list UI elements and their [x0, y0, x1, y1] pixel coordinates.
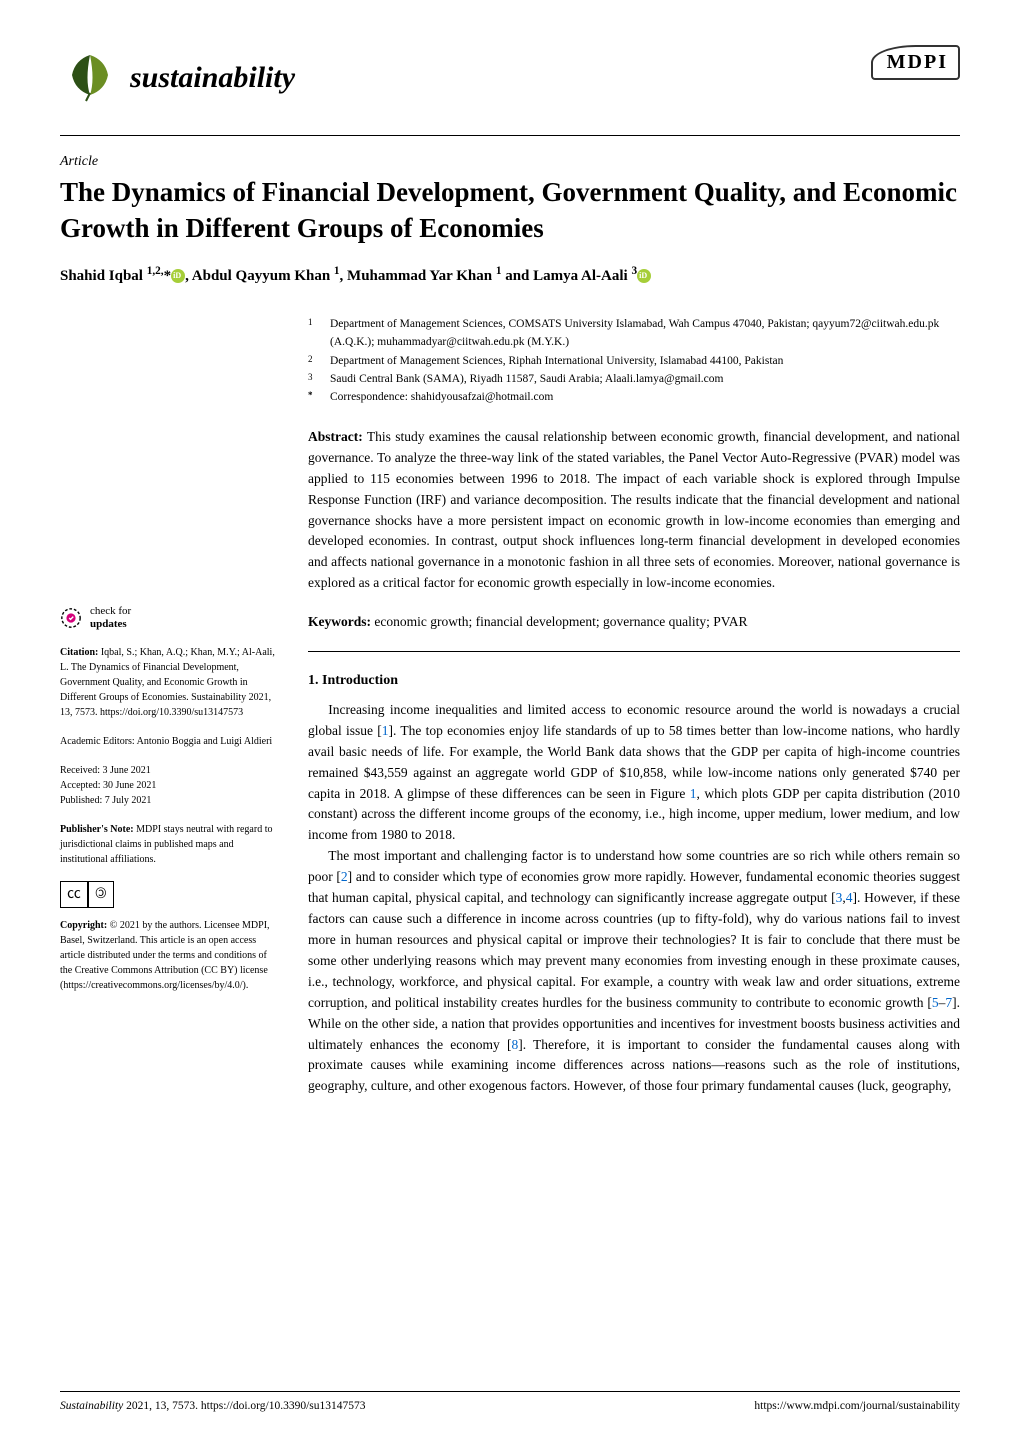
main-content: 1 Department of Management Sciences, COMS… [308, 315, 960, 1097]
check-updates-icon [60, 607, 82, 629]
author-sep: , Abdul Qayyum Khan 1, Muhammad Yar Khan… [185, 268, 637, 284]
affil-2-text: Department of Management Sciences, Ripha… [330, 352, 783, 370]
abstract: Abstract: This study examines the causal… [308, 427, 960, 594]
copyright-label: Copyright: [60, 920, 107, 931]
abstract-text: This study examines the causal relations… [308, 429, 960, 590]
section-1-title: 1. Introduction [308, 670, 960, 692]
footer-citation: 2021, 13, 7573. https://doi.org/10.3390/… [126, 1400, 365, 1412]
ref-link-2[interactable]: 2 [341, 869, 348, 884]
page-header: sustainability MDPI [0, 0, 1020, 135]
cc-icon: ㏄ [60, 881, 88, 908]
citation-label: Citation: [60, 647, 98, 658]
orcid-icon[interactable] [637, 269, 651, 283]
publisher-note: Publisher's Note: MDPI stays neutral wit… [60, 822, 280, 867]
article-title: The Dynamics of Financial Development, G… [60, 174, 960, 247]
journal-name: sustainability [130, 61, 295, 95]
section-divider [308, 651, 960, 652]
citation-block: Citation: Iqbal, S.; Khan, A.Q.; Khan, M… [60, 645, 280, 720]
corr-text: Correspondence: shahidyousafzai@hotmail.… [330, 388, 553, 406]
article-type: Article [60, 154, 960, 170]
keywords: Keywords: economic growth; financial dev… [308, 612, 960, 633]
sidebar: check for updates Citation: Iqbal, S.; K… [60, 315, 280, 1097]
orcid-icon[interactable] [171, 269, 185, 283]
main-layout: check for updates Citation: Iqbal, S.; K… [0, 315, 1020, 1097]
footer-journal: Sustainability [60, 1400, 123, 1412]
page-footer: Sustainability 2021, 13, 7573. https://d… [60, 1391, 960, 1412]
affiliation-2: 2Department of Management Sciences, Riph… [308, 352, 960, 370]
intro-paragraph-2: The most important and challenging facto… [308, 846, 960, 1097]
authors-line: Shahid Iqbal 1,2,* , Abdul Qayyum Khan 1,… [60, 265, 960, 285]
check-updates-label: check for updates [90, 605, 131, 631]
leaf-icon [60, 45, 120, 110]
dates-block: Received: 3 June 2021 Accepted: 30 June … [60, 763, 280, 808]
pubnote-label: Publisher's Note: [60, 824, 134, 835]
editors-label: Academic Editors: [60, 736, 135, 747]
cc-license-badge[interactable]: ㏄ 🄯 [60, 881, 280, 908]
keywords-text: economic growth; financial development; … [374, 614, 747, 629]
updates-text: updates [90, 618, 131, 631]
received-date: Received: 3 June 2021 [60, 765, 151, 776]
check-updates-widget[interactable]: check for updates [60, 605, 280, 631]
published-date: Published: 7 July 2021 [60, 795, 151, 806]
affiliation-3: 3Saudi Central Bank (SAMA), Riyadh 11587… [308, 370, 960, 388]
affiliations: 1Department of Management Sciences, COMS… [308, 315, 960, 407]
correspondence: *Correspondence: shahidyousafzai@hotmail… [308, 388, 960, 406]
editors-block: Academic Editors: Antonio Boggia and Lui… [60, 734, 280, 749]
abstract-label: Abstract: [308, 429, 363, 444]
ref-link-5[interactable]: 5 [932, 995, 939, 1010]
article-header: Article The Dynamics of Financial Develo… [0, 136, 1020, 285]
figure-link-1[interactable]: 1 [690, 786, 697, 801]
footer-right[interactable]: https://www.mdpi.com/journal/sustainabil… [754, 1400, 960, 1412]
affiliation-1: 1Department of Management Sciences, COMS… [308, 315, 960, 352]
ref-link-1[interactable]: 1 [382, 723, 389, 738]
keywords-label: Keywords: [308, 614, 371, 629]
publisher-logo: MDPI [871, 45, 960, 80]
check-for-text: check for [90, 605, 131, 618]
footer-left: Sustainability 2021, 13, 7573. https://d… [60, 1400, 366, 1412]
affil-3-text: Saudi Central Bank (SAMA), Riyadh 11587,… [330, 370, 723, 388]
journal-brand: sustainability [60, 45, 295, 110]
editors-text: Antonio Boggia and Luigi Aldieri [137, 736, 273, 747]
intro-paragraph-1: Increasing income inequalities and limit… [308, 700, 960, 846]
accepted-date: Accepted: 30 June 2021 [60, 780, 156, 791]
by-icon: 🄯 [88, 881, 114, 908]
copyright-block: Copyright: © 2021 by the authors. Licens… [60, 918, 280, 993]
affil-1-text: Department of Management Sciences, COMSA… [330, 315, 960, 352]
author-1: Shahid Iqbal 1,2,* [60, 268, 171, 284]
